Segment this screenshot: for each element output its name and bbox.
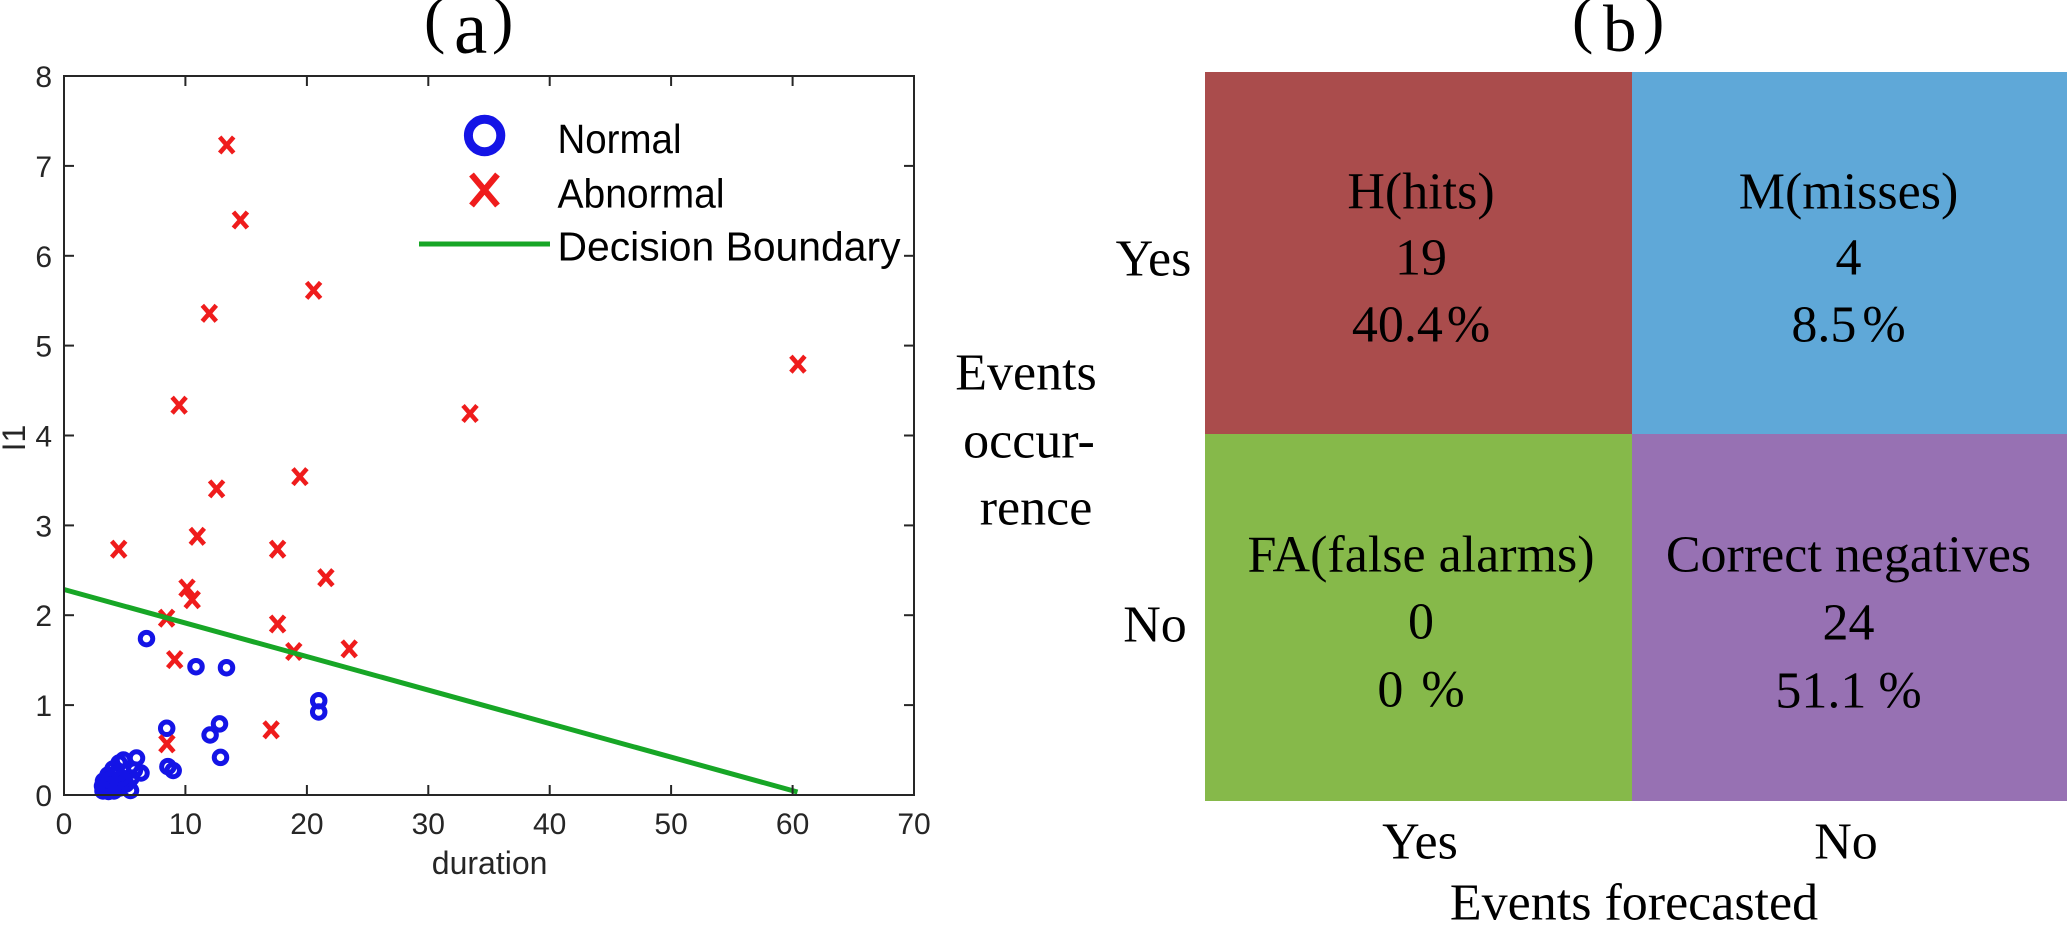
svg-text:0: 0 bbox=[56, 808, 73, 841]
svg-text:4: 4 bbox=[35, 421, 52, 454]
svg-text:50: 50 bbox=[654, 808, 687, 841]
svg-text:I1: I1 bbox=[0, 425, 32, 452]
svg-text:3: 3 bbox=[35, 510, 52, 543]
svg-text:30: 30 bbox=[412, 808, 445, 841]
svg-text:7: 7 bbox=[35, 151, 52, 184]
svg-text:10: 10 bbox=[169, 808, 202, 841]
svg-text:duration: duration bbox=[432, 845, 548, 881]
svg-text:Normal: Normal bbox=[558, 116, 682, 162]
svg-text:40: 40 bbox=[533, 808, 566, 841]
svg-text:6: 6 bbox=[35, 241, 52, 274]
svg-text:70: 70 bbox=[897, 808, 930, 841]
svg-text:8: 8 bbox=[35, 61, 52, 94]
svg-text:60: 60 bbox=[776, 808, 809, 841]
svg-text:2: 2 bbox=[35, 600, 52, 633]
svg-text:0: 0 bbox=[35, 780, 52, 813]
svg-text:5: 5 bbox=[35, 331, 52, 364]
svg-text:1: 1 bbox=[35, 690, 52, 723]
svg-text:20: 20 bbox=[290, 808, 323, 841]
svg-text:Decision Boundary: Decision Boundary bbox=[558, 224, 901, 270]
svg-text:Abnormal: Abnormal bbox=[558, 171, 725, 217]
